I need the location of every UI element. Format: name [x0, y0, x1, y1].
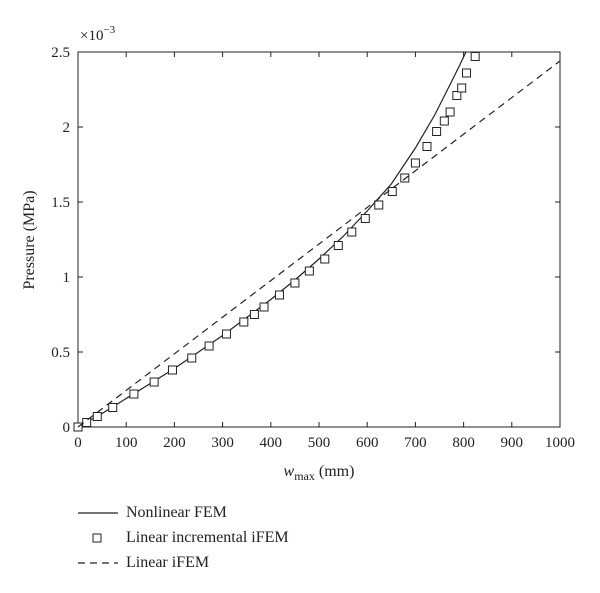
series-line-linear-ifem	[77, 60, 561, 428]
y-tick-label: 2	[63, 120, 71, 136]
data-point-marker	[274, 290, 284, 300]
plot-frame	[77, 51, 561, 428]
data-point-marker	[221, 329, 231, 339]
data-point-marker	[461, 68, 471, 78]
legend-item-nonlinear-fem: Nonlinear FEM	[78, 500, 289, 525]
data-point-marker	[347, 227, 357, 237]
data-point-marker	[410, 158, 420, 168]
data-point-marker	[82, 418, 92, 427]
data-point-marker	[333, 241, 343, 250]
data-point-marker	[432, 127, 442, 136]
legend-label: Nonlinear FEM	[126, 503, 227, 521]
y-tick-label: 2.5	[51, 45, 70, 61]
x-axis-title: wmax (mm)	[284, 463, 355, 483]
data-point-marker	[304, 266, 314, 276]
y-tick-label: 1	[63, 270, 71, 286]
y-axis-title: Pressure (MPa)	[21, 190, 38, 289]
y-axis-multiplier: ×10−3	[80, 24, 116, 44]
y-tick-label: 0	[63, 420, 71, 436]
chart: 0 100 200 300 400 500 600 700 800 900 1000 0 0.5 1 1.…	[21, 24, 575, 483]
data-point-marker	[387, 187, 397, 196]
series-line-nonlinear-fem	[77, 51, 467, 428]
data-point-marker	[374, 200, 384, 210]
x-tick-label: 700	[404, 435, 427, 451]
legend-solid-line-swatch	[78, 506, 118, 520]
x-axis-ticks: 0 100 200 300 400 500 600 700 800 900 1000	[74, 52, 575, 451]
data-point-marker	[290, 278, 300, 288]
data-point-marker	[92, 412, 102, 421]
data-point-marker	[439, 116, 449, 126]
x-tick-label: 800	[452, 435, 475, 451]
data-point-marker	[187, 353, 197, 363]
data-point-marker	[320, 254, 330, 264]
x-tick-label: 500	[308, 435, 331, 451]
x-tick-label: 600	[356, 435, 379, 451]
legend-square-marker-swatch	[78, 531, 118, 545]
x-tick-label: 200	[163, 435, 186, 451]
data-point-marker	[422, 142, 432, 151]
legend-label: Linear incremental iFEM	[126, 528, 289, 546]
legend-item-linear-incremental-ifem: Linear incremental iFEM	[78, 525, 289, 550]
legend-item-linear-ifem: Linear iFEM	[78, 550, 289, 575]
data-point-marker	[149, 377, 159, 387]
data-point-marker	[259, 302, 269, 312]
data-point-marker	[400, 173, 410, 183]
y-tick-label: 1.5	[51, 195, 70, 211]
x-tick-label: 300	[211, 435, 234, 451]
data-point-marker	[457, 83, 467, 93]
data-point-marker	[167, 365, 177, 375]
x-tick-label: 400	[260, 435, 283, 451]
series-layer	[73, 51, 561, 432]
legend-label: Linear iFEM	[126, 553, 210, 571]
data-point-marker	[129, 389, 139, 399]
data-point-marker	[249, 310, 259, 319]
data-point-marker	[445, 107, 455, 117]
x-tick-label: 0	[74, 435, 82, 451]
x-tick-label: 100	[115, 435, 138, 451]
x-tick-label: 900	[501, 435, 524, 451]
x-tick-label: 1000	[545, 435, 575, 451]
y-tick-label: 0.5	[51, 345, 70, 361]
data-point-marker	[239, 317, 249, 327]
data-point-marker	[470, 52, 480, 61]
data-point-marker	[204, 341, 214, 351]
legend: Nonlinear FEM Linear incremental iFEM Li…	[78, 500, 289, 575]
data-point-marker	[360, 214, 370, 223]
legend-dashed-line-swatch	[78, 556, 118, 570]
data-point-marker	[452, 91, 462, 100]
y-axis-ticks: 0 0.5 1 1.5 2 2.5	[51, 45, 560, 436]
data-point-marker	[108, 403, 118, 412]
